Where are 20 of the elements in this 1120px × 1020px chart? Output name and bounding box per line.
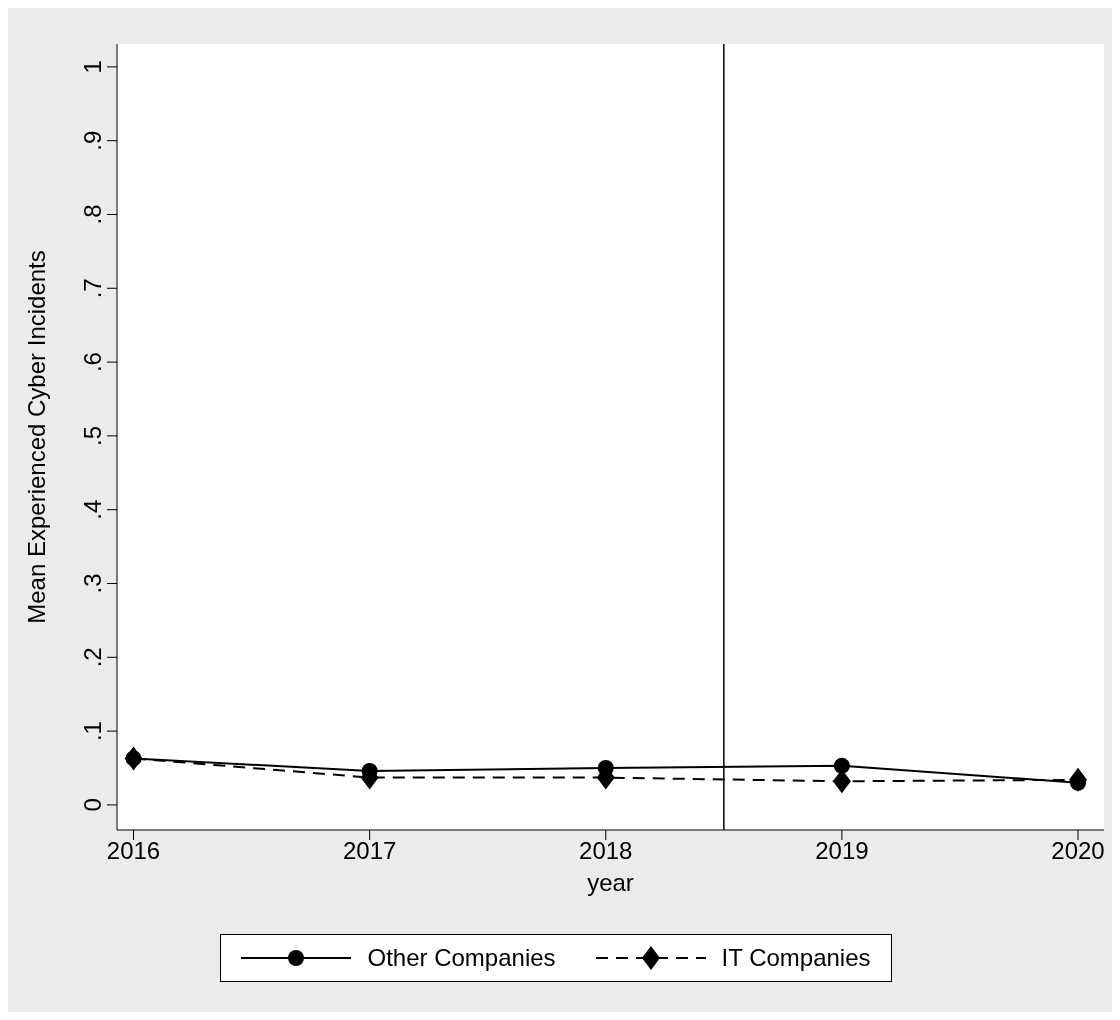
y-tick-label: 1 xyxy=(79,60,106,74)
y-tick-label: .2 xyxy=(79,647,106,668)
y-tick-label: .3 xyxy=(79,573,106,594)
y-tick-label: .1 xyxy=(79,721,106,742)
y-tick-label: .6 xyxy=(79,352,106,373)
y-tick-label: .8 xyxy=(79,204,106,225)
x-tick-label: 2020 xyxy=(1051,837,1105,865)
y-axis-title: Mean Experienced Cyber Incidents xyxy=(22,250,50,624)
y-tick-label: .5 xyxy=(79,425,106,446)
legend-label: IT Companies xyxy=(721,944,871,972)
x-axis-title: year xyxy=(587,869,634,897)
x-tick-label: 2018 xyxy=(579,837,633,865)
y-tick-label: .7 xyxy=(79,278,106,299)
x-tick-label: 2017 xyxy=(342,837,397,865)
y-tick-label: .4 xyxy=(79,499,106,520)
y-tick-label: .9 xyxy=(79,130,106,151)
legend-label: Other Companies xyxy=(367,944,556,972)
x-tick-label: 2016 xyxy=(106,837,161,865)
y-tick-label: 0 xyxy=(79,798,106,812)
x-tick-label: 2019 xyxy=(815,837,869,865)
